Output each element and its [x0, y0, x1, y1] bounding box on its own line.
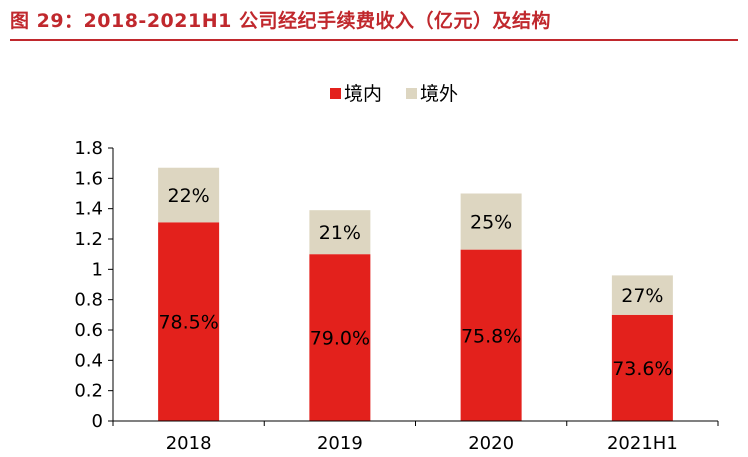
y-axis: 0 0.2 0.4 0.6 0.8 1 1.2 1.4 1.6 1.8 [74, 138, 114, 432]
x-tick-label: 2019 [317, 433, 363, 454]
y-tick-label: 0.8 [74, 290, 103, 311]
x-axis: 2018 2019 2020 2021H1 [112, 420, 719, 454]
legend-swatch-domestic [330, 88, 341, 99]
bar-domestic-2020 [460, 249, 522, 421]
bar-domestic-2021H1 [611, 314, 673, 421]
legend: 境内 境外 [330, 83, 458, 105]
legend-label-domestic: 境内 [344, 83, 382, 105]
data-label-domestic-2021H1: 73.6% [612, 358, 672, 380]
title-divider [10, 39, 738, 41]
x-tick-label: 2021H1 [607, 433, 678, 454]
data-label-overseas-2020: 25% [470, 212, 512, 234]
y-tick-label: 1 [92, 259, 103, 280]
data-label-overseas-2018: 22% [168, 185, 210, 207]
data-label-domestic-2020: 75.8% [461, 325, 521, 347]
y-tick-label: 1.4 [74, 199, 103, 220]
y-tick-label: 0.6 [74, 320, 103, 341]
bar-overseas-2020 [460, 193, 522, 250]
x-tick-label: 2020 [468, 433, 514, 454]
bar-overseas-2018 [158, 167, 220, 223]
data-label-domestic-2018: 78.5% [158, 312, 218, 334]
y-tick-label: 1.6 [74, 168, 103, 189]
legend-label-overseas: 境外 [420, 83, 458, 105]
bars: 78.5% 22% 79.0% 21% 75.8% 25% 73.6% 27% [158, 167, 673, 421]
legend-swatch-overseas [406, 88, 417, 99]
y-tick-label: 0 [92, 411, 103, 432]
bar-domestic-2018 [158, 222, 220, 421]
bar-overseas-2019 [309, 210, 371, 255]
figure-title: 图 29：2018-2021H1 公司经纪手续费收入（亿元）及结构 [10, 10, 551, 32]
y-tick-label: 1.8 [74, 138, 103, 159]
data-label-overseas-2019: 21% [319, 222, 361, 244]
y-tick-label: 0.2 [74, 381, 103, 402]
y-tick-label: 1.2 [74, 229, 103, 250]
x-tick-label: 2018 [166, 433, 212, 454]
bar-overseas-2021H1 [611, 275, 673, 315]
data-label-domestic-2019: 79.0% [310, 328, 370, 350]
data-label-overseas-2021H1: 27% [621, 285, 663, 307]
y-tick-label: 0.4 [74, 350, 103, 371]
bar-domestic-2019 [309, 254, 371, 421]
